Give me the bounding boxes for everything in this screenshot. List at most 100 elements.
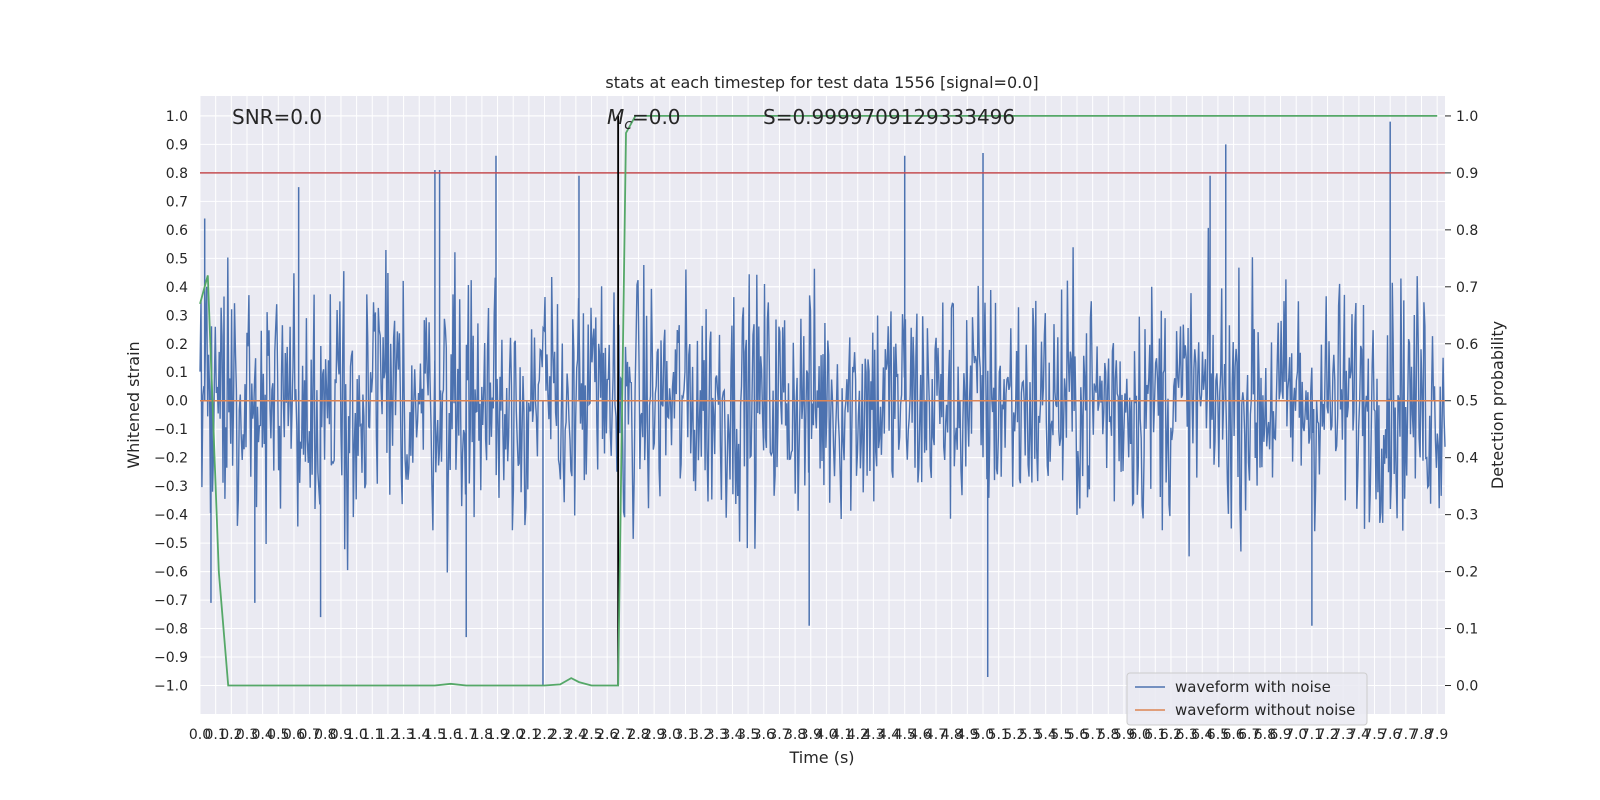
y-tick-label: −0.6: [154, 565, 188, 581]
y2-tick-label: 0.3: [1456, 508, 1478, 524]
x-tick-label: 2.2: [533, 727, 555, 743]
x-tick-label: 1.7: [455, 727, 477, 743]
y2-tick-label: 0.6: [1456, 337, 1478, 353]
x-tick-label: 5.7: [1082, 727, 1104, 743]
y-tick-label: −1.0: [154, 679, 188, 695]
snr-annotation: SNR=0.0: [232, 105, 322, 129]
x-tick-label: 3.8: [784, 727, 806, 743]
x-tick-label: 7.2: [1316, 727, 1338, 743]
y-tick-label: 0.3: [166, 308, 188, 324]
x-tick-label: 2.1: [518, 727, 540, 743]
x-tick-label: 5.2: [1003, 727, 1025, 743]
x-tick-label: 2.8: [627, 727, 649, 743]
x-tick-label: 0.7: [298, 727, 320, 743]
x-tick-label: 4.0: [815, 727, 837, 743]
x-tick-label: 3.6: [753, 727, 775, 743]
y-tick-label: −0.7: [154, 593, 188, 609]
x-tick-label: 7.5: [1363, 727, 1385, 743]
x-tick-label: 0.5: [267, 727, 289, 743]
x-tick-label: 1.3: [392, 727, 414, 743]
x-tick-label: 6.0: [1128, 727, 1150, 743]
x-tick-label: 7.6: [1379, 727, 1401, 743]
x-tick-label: 5.4: [1035, 727, 1057, 743]
y2-tick-label: 0.8: [1456, 223, 1478, 239]
y2-tick-label: 0.0: [1456, 679, 1478, 695]
x-tick-label: 2.7: [612, 727, 634, 743]
chart-title: stats at each timestep for test data 155…: [605, 73, 1038, 92]
y-tick-labels: 1.0 0.9 0.8 0.7 0.6 0.5 0.4 0.3 0.2 0.1 0.0 −0.1 −0.…: [154, 109, 188, 695]
y-tick-label: 0.0: [166, 394, 188, 410]
y-tick-label: −0.2: [154, 451, 188, 467]
x-tick-label: 1.9: [486, 727, 508, 743]
x-tick-label: 5.1: [988, 727, 1010, 743]
x-tick-label: 6.2: [1160, 727, 1182, 743]
x-tick-label: 1.1: [361, 727, 383, 743]
x-tick-label: 0.9: [330, 727, 352, 743]
y2-tick-label: 0.1: [1456, 622, 1478, 638]
x-tick-label: 4.4: [878, 727, 900, 743]
x-tick-label: 0.6: [283, 727, 305, 743]
x-tick-label: 4.8: [941, 727, 963, 743]
x-tick-label: 1.2: [377, 727, 399, 743]
y-axis-label: Whitened strain: [124, 341, 143, 468]
waveform-with-noise-series: [199, 121, 1446, 686]
x-tick-label: 1.4: [408, 727, 430, 743]
x-tick-label: 0.8: [314, 727, 336, 743]
x-tick-label: 2.5: [580, 727, 602, 743]
y2-tick-label: 0.7: [1456, 280, 1478, 296]
x-tick-label: 3.3: [706, 727, 728, 743]
x-tick-label: 5.3: [1019, 727, 1041, 743]
overlay-series: [199, 115, 1445, 687]
y2-tick-label: 1.0: [1456, 109, 1478, 125]
y2-tick-labels: 1.0 0.9 0.8 0.7 0.6 0.5 0.4 0.3 0.2 0.1 0.0: [1445, 109, 1478, 695]
x-tick-label: 6.1: [1144, 727, 1166, 743]
x-tick-label: 7.7: [1395, 727, 1417, 743]
y2-tick-label: 0.2: [1456, 565, 1478, 581]
y-tick-label: −0.9: [154, 650, 188, 666]
x-axis-label: Time (s): [788, 748, 854, 767]
legend-box: [1126, 672, 1368, 726]
mc-annotation: Mc=0.0: [607, 105, 681, 133]
x-tick-label: 4.1: [831, 727, 853, 743]
x-tick-label: 7.8: [1410, 727, 1432, 743]
y2-tick-label: 0.4: [1456, 451, 1478, 467]
y-tick-label: −0.1: [154, 422, 188, 438]
x-tick-label: 0.1: [205, 727, 227, 743]
y-tick-label: 0.5: [166, 251, 188, 267]
x-tick-label: 1.6: [439, 727, 461, 743]
x-tick-label: 6.7: [1238, 727, 1260, 743]
x-tick-label: 6.5: [1207, 727, 1229, 743]
y-tick-label: 0.7: [166, 194, 188, 210]
y-tick-label: −0.4: [154, 508, 188, 524]
x-tick-label: 3.5: [737, 727, 759, 743]
x-tick-label: 0.2: [220, 727, 242, 743]
x-tick-label: 5.8: [1097, 727, 1119, 743]
x-tick-label: 5.9: [1113, 727, 1135, 743]
detection-probability-line: [199, 115, 1438, 687]
x-tick-label: 3.7: [768, 727, 790, 743]
y2-axis-label: Detection probability: [1488, 321, 1507, 489]
legend-label-noise: waveform with noise: [1175, 678, 1331, 696]
x-tick-label: 3.1: [674, 727, 696, 743]
x-tick-label: 6.9: [1269, 727, 1291, 743]
y2-tick-label: 0.9: [1456, 166, 1478, 182]
x-tick-label: 0.0: [189, 727, 211, 743]
x-tick-label: 7.9: [1426, 727, 1448, 743]
x-tick-label: 4.9: [956, 727, 978, 743]
y-tick-label: 0.8: [166, 166, 188, 182]
y-tick-label: 0.6: [166, 223, 188, 239]
y-tick-label: −0.8: [154, 622, 188, 638]
x-tick-label: 1.0: [345, 727, 367, 743]
x-tick-label: 5.6: [1066, 727, 1088, 743]
x-tick-label: 3.9: [800, 727, 822, 743]
mc-symbol: M: [607, 105, 624, 129]
x-tick-label: 2.0: [502, 727, 524, 743]
x-tick-label: 2.6: [596, 727, 618, 743]
x-tick-label: 2.3: [549, 727, 571, 743]
x-tick-label: 4.3: [862, 727, 884, 743]
y-tick-label: 0.1: [166, 365, 188, 381]
x-tick-label: 6.4: [1191, 727, 1213, 743]
y-tick-label: 1.0: [166, 109, 188, 125]
s-annotation: S=0.9999709129333496: [763, 105, 1015, 129]
x-tick-label: 1.8: [471, 727, 493, 743]
